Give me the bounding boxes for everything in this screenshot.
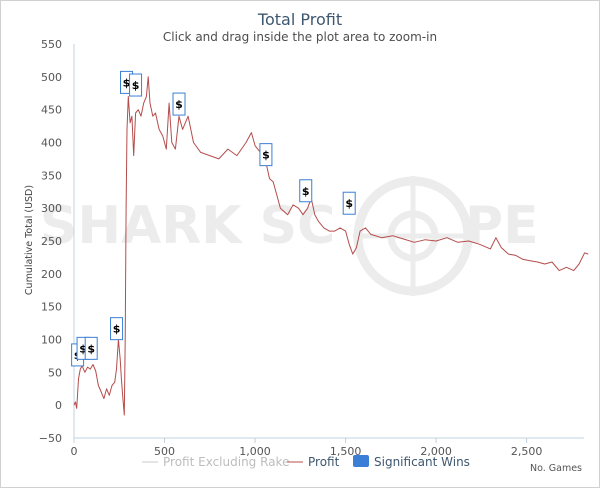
series-group [73,76,589,416]
x-axis-ticks: 0 500 1,000 1,500 2,000 2,500 [71,438,543,458]
significant-win-flag[interactable]: $ [299,179,313,203]
y-tick-label: 550 [41,38,62,51]
flag-box [84,336,98,360]
y-tick-label: 350 [41,169,62,182]
y-tick-label: 200 [41,268,62,281]
flag-label: $ [262,149,270,162]
legend-item[interactable]: Profit [287,455,340,469]
significant-win-flag[interactable]: $ [84,336,98,360]
legend-label: Significant Wins [374,455,470,469]
y-tick-label: 450 [41,104,62,117]
y-tick-label: 100 [41,334,62,347]
significant-win-flag[interactable]: $ [129,73,143,97]
legend-swatch [353,455,369,467]
legend-label: Profit [308,455,340,469]
x-tick-label: 1,000 [239,445,271,458]
flag-label: $ [113,323,121,336]
flag-box [259,143,273,167]
watermark-text-left: SHARK SC [40,196,335,256]
chart-title: Total Profit [257,10,342,29]
legend-item[interactable]: Profit Excluding Rake [142,455,289,469]
x-tick-label: 2,500 [511,445,543,458]
y-tick-label: 150 [41,301,62,314]
y-tick-label: 400 [41,137,62,150]
flag-box [110,317,124,341]
y-tick-label: 300 [41,202,62,215]
y-tick-label: −50 [39,432,62,445]
y-tick-label: 0 [55,399,62,412]
sharkscope-watermark: SHARK SC PE [40,176,539,296]
legend: Profit Excluding Rake Profit Significant W… [142,455,470,469]
flag-box [129,73,143,97]
x-axis-unit-label: No. Games [530,463,582,474]
x-tick-label: 1,500 [330,445,362,458]
flag-label: $ [345,197,353,210]
significant-win-flags: $$$$$$$$$$ [71,70,356,367]
profit-series-line[interactable] [73,76,589,416]
flag-label: $ [302,185,310,198]
significant-win-flag[interactable]: $ [172,92,186,116]
flag-label: $ [132,79,140,92]
flag-label: $ [79,342,87,355]
significant-win-flag[interactable]: $ [342,191,356,215]
flag-label: $ [123,76,131,89]
legend-label: Profit Excluding Rake [163,455,289,469]
flag-label: $ [175,98,183,111]
flag-box [342,191,356,215]
y-tick-label: 50 [48,366,62,379]
significant-win-flag[interactable]: $ [110,317,124,341]
flag-box [172,92,186,116]
y-tick-label: 500 [41,71,62,84]
chart-subtitle: Click and drag inside the plot area to z… [163,30,437,44]
significant-win-flag[interactable]: $ [259,143,273,167]
flag-box [299,179,313,203]
axes [73,44,584,439]
y-axis-ticks: −50 0 50 100 150 200 250 300 350 400 450 500 550 [39,38,62,445]
x-tick-label: 2,000 [420,445,452,458]
y-tick-label: 250 [41,235,62,248]
legend-item[interactable]: Significant Wins [353,455,470,469]
x-tick-label: 500 [154,445,175,458]
flag-label: $ [87,342,95,355]
watermark-text-right: PE [465,196,539,256]
y-axis-label: Cumulative Total (USD) [24,185,35,295]
x-tick-label: 0 [71,445,78,458]
